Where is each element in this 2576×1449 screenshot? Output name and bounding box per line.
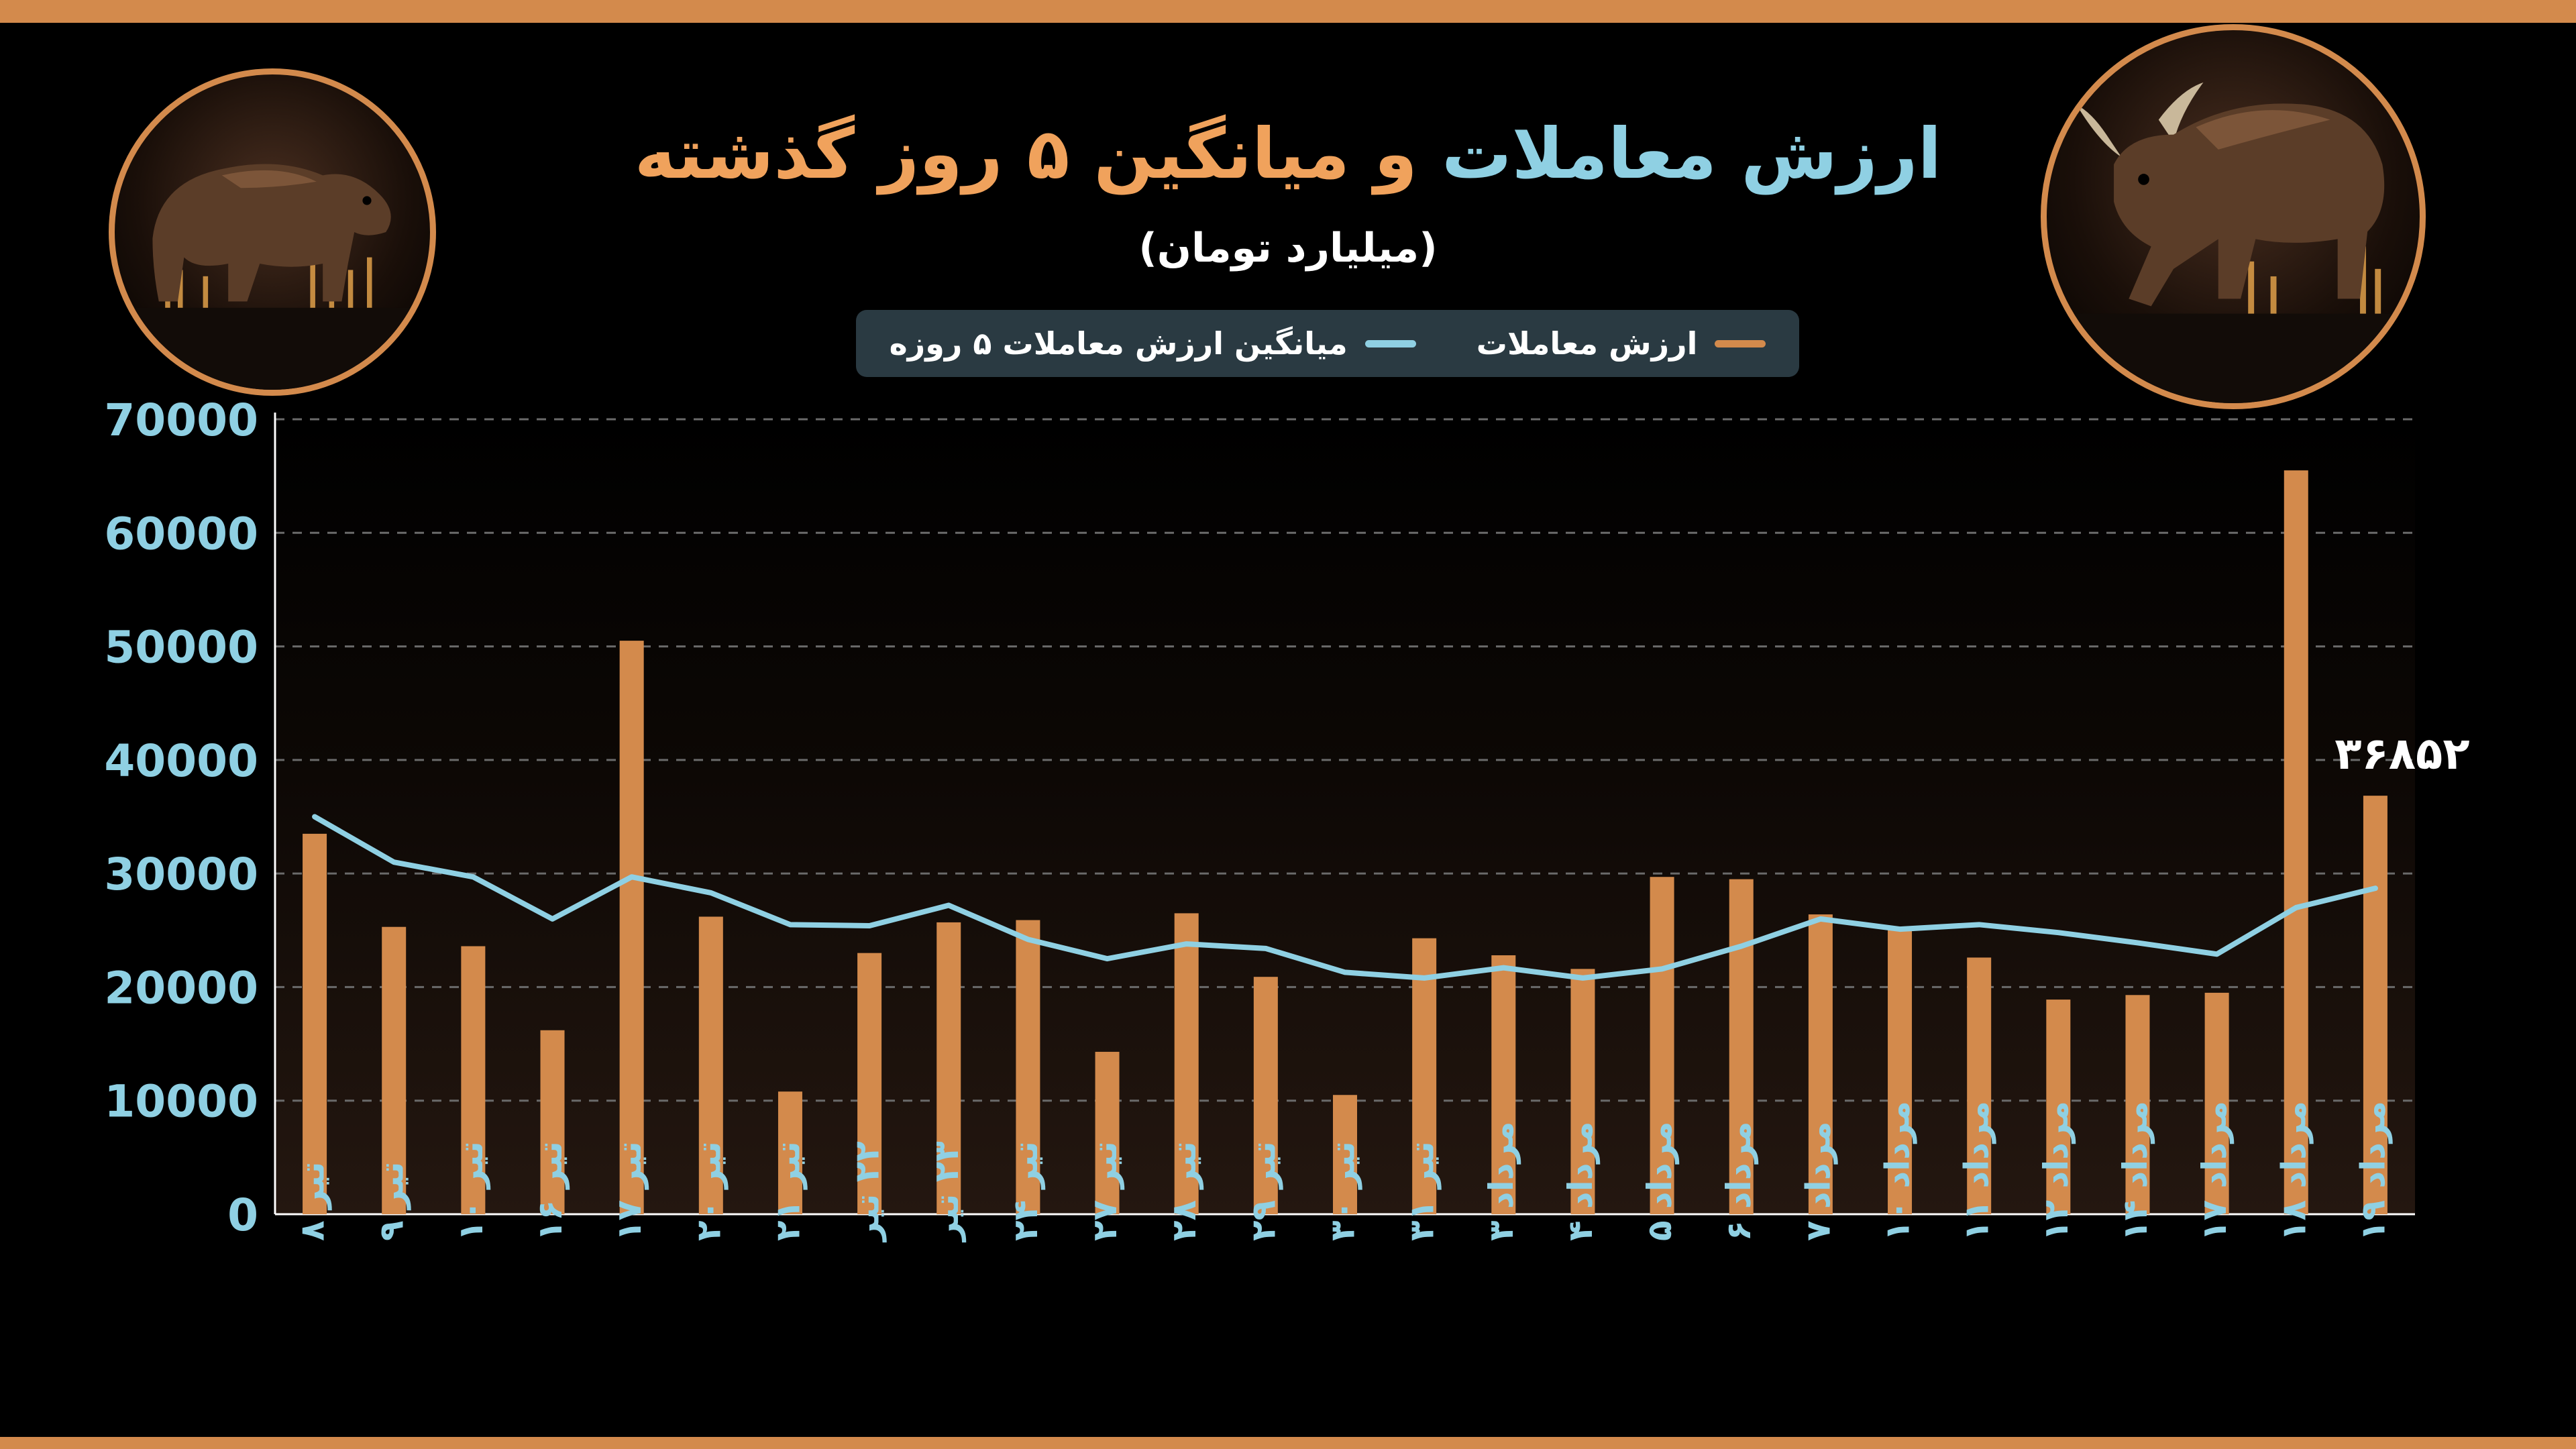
y-tick-label: 10000 <box>104 1076 258 1128</box>
legend-bar-label: ارزش معاملات <box>1476 325 1698 362</box>
x-tick-label: مرداد ۱۹ <box>2353 1101 2393 1241</box>
bar <box>777 1091 802 1214</box>
bar <box>857 953 882 1214</box>
x-tick-label: تیر ۸ <box>293 1162 333 1241</box>
x-tick-label: مرداد ۱۴ <box>2116 1101 2155 1241</box>
data-label: ۳۶۸۵۲ <box>2334 728 2469 780</box>
x-tick-label: مرداد ۷ <box>1799 1122 1838 1241</box>
x-tick-label: تیر ۲۱ <box>768 1141 808 1241</box>
y-tick-label: 0 <box>227 1189 258 1241</box>
y-tick-label: 30000 <box>104 849 258 900</box>
bull-icon <box>2041 24 2426 409</box>
y-tick-label: 70000 <box>104 394 258 446</box>
x-tick-label: ۲۲ تیر <box>848 1141 888 1243</box>
x-tick-label: مرداد ۱۱ <box>1957 1101 1997 1241</box>
bar <box>1967 957 1992 1214</box>
x-tick-label: تیر ۹ <box>372 1162 412 1241</box>
bar <box>1253 977 1278 1214</box>
bear-icon <box>109 68 436 396</box>
x-tick-label: تیر ۲۷ <box>1085 1141 1125 1241</box>
legend-line-label: میانگین ارزش معاملات ۵ روزه <box>889 325 1348 362</box>
x-tick-label: تیر ۳۱ <box>1403 1141 1442 1241</box>
bar <box>1808 914 1833 1214</box>
y-tick-label: 50000 <box>104 622 258 674</box>
chart-title: ارزش معاملات و میانگین ۵ روز گذشته <box>0 113 2576 195</box>
bar <box>2046 1000 2071 1214</box>
bottom-stripe <box>0 1437 2576 1449</box>
average-line <box>312 814 2378 981</box>
x-tick-label: تیر ۲۴ <box>1006 1141 1046 1241</box>
legend-item-line: میانگین ارزش معاملات ۵ روزه <box>890 325 1416 362</box>
x-tick-label: تیر ۳۰ <box>1324 1141 1363 1241</box>
x-tick-label: تیر ۲۹ <box>1244 1141 1283 1241</box>
bar <box>2284 470 2308 1214</box>
legend: میانگین ارزش معاملات ۵ روزه ارزش معاملات <box>856 310 1799 377</box>
bar <box>461 946 486 1214</box>
x-tick-label: مرداد ۵ <box>1640 1122 1680 1241</box>
bar <box>698 916 723 1214</box>
y-tick-label: 60000 <box>104 508 258 559</box>
bull-illustration <box>2047 82 2420 403</box>
bar <box>1016 920 1040 1214</box>
chart-subtitle: (میلیارد تومان) <box>1138 225 1438 272</box>
x-tick-label: ۲۳ تیر <box>927 1141 967 1243</box>
bar <box>1412 938 1437 1214</box>
x-tick-label: مرداد ۱۲ <box>2037 1101 2076 1241</box>
x-tick-label: مرداد ۱۸ <box>2274 1101 2314 1241</box>
title-rest: و میانگین ۵ روز گذشته <box>634 113 1442 195</box>
top-stripe <box>0 0 2576 23</box>
x-tick-label: مرداد ۱۷ <box>2195 1101 2235 1241</box>
legend-line-swatch <box>1364 339 1416 347</box>
bar <box>382 926 407 1214</box>
x-tick-label: مرداد ۱۰ <box>1878 1101 1918 1241</box>
x-tick-label: تیر ۲۰ <box>689 1141 729 1241</box>
bar <box>1333 1095 1357 1214</box>
legend-item-bar: ارزش معاملات <box>1477 325 1766 362</box>
legend-bar-swatch <box>1715 339 1766 347</box>
x-tick-label: تیر ۱۰ <box>451 1141 491 1241</box>
x-tick-label: تیر ۱۷ <box>610 1141 649 1241</box>
bar <box>1570 969 1595 1214</box>
bar <box>540 1030 565 1214</box>
bar <box>1650 877 1674 1214</box>
bar <box>1174 913 1199 1214</box>
bar <box>2363 796 2387 1214</box>
bar <box>2204 992 2229 1214</box>
y-tick-label: 40000 <box>104 735 258 787</box>
bar <box>1729 879 1754 1214</box>
bar <box>619 641 644 1214</box>
bar <box>936 922 961 1214</box>
x-tick-label: مرداد ۶ <box>1719 1122 1759 1241</box>
x-tick-label: تیر ۲۸ <box>1165 1141 1204 1241</box>
bar <box>1888 926 1913 1214</box>
title-highlight: ارزش معاملات <box>1442 113 1942 195</box>
bar <box>1491 955 1516 1214</box>
x-tick-label: مرداد ۴ <box>1561 1122 1601 1241</box>
x-tick-label: تیر ۱۶ <box>531 1141 570 1241</box>
x-tick-label: مرداد ۳ <box>1482 1122 1521 1241</box>
bar <box>2125 995 2150 1214</box>
bear-illustration <box>115 164 430 390</box>
bar <box>1095 1051 1120 1214</box>
bar <box>303 833 327 1214</box>
y-tick-label: 20000 <box>104 962 258 1014</box>
